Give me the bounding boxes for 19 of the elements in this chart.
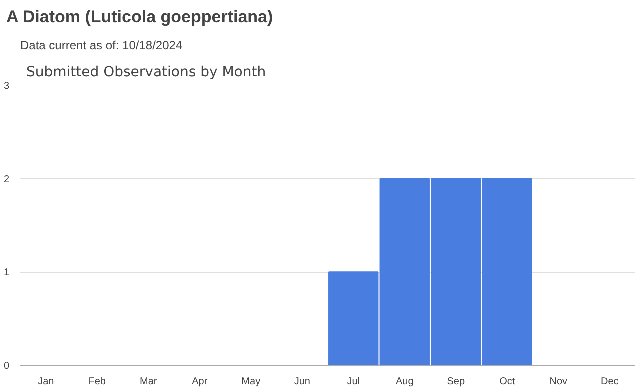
y-tick-label: 0 (4, 361, 10, 372)
x-tick-label: Sep (447, 376, 466, 388)
text: Submitted Observations by Month (26, 64, 266, 80)
x-tick-label: Jun (294, 376, 310, 388)
x-tick-label: May (242, 376, 261, 388)
y-tick-label: 1 (4, 268, 10, 279)
y-tick-label: 2 (4, 174, 10, 186)
x-tick-label: Feb (88, 376, 106, 388)
x-tick-label: Oct (500, 376, 516, 388)
chart-subtitle: Data current as of: 10/18/2024 (20, 38, 183, 52)
x-tick-label: Nov (550, 376, 568, 388)
x-tick-label: Aug (396, 376, 414, 388)
chart-title: A Diatom (Luticola goeppertiana) (6, 8, 274, 26)
y-tick-label: 3 (4, 81, 10, 92)
x-tick-label: Mar (140, 376, 158, 388)
x-tick-label: Apr (192, 376, 208, 388)
x-tick-label: Jan (38, 376, 54, 388)
x-tick-label: Jul (347, 376, 360, 388)
x-tick-label: Dec (600, 376, 619, 388)
